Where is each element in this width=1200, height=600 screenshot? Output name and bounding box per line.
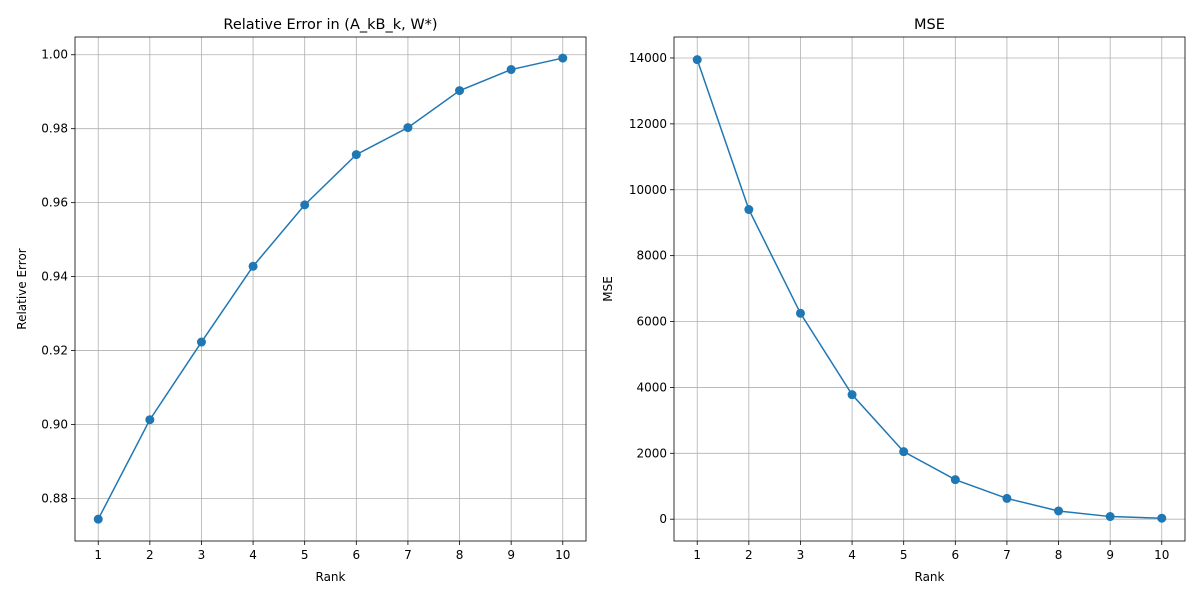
- x-tick-label: 1: [693, 548, 701, 562]
- x-tick-label: 6: [951, 548, 959, 562]
- x-tick-label: 9: [507, 548, 515, 562]
- data-point: [506, 65, 516, 75]
- data-point: [558, 53, 568, 63]
- y-tick-label: 0.92: [41, 344, 68, 358]
- ticks: 1 2 3 4 5 6 7 8 9 10 0.88 0.90 0.92 0.94 0.96 0.98 1.00: [41, 48, 570, 562]
- ticks: 1 2 3 4 5 6 7 8 9 10 0 2000 4000 6000 8000 10000 12000 14…: [629, 51, 1170, 562]
- x-tick-label: 2: [146, 548, 154, 562]
- data-point: [248, 261, 258, 271]
- grid: [674, 37, 1185, 541]
- data-point: [1157, 513, 1167, 523]
- y-tick-label: 0.98: [41, 122, 68, 136]
- x-tick-label: 5: [900, 548, 908, 562]
- y-tick-label: 2000: [636, 446, 667, 460]
- x-tick-label: 3: [198, 548, 206, 562]
- data-point: [1105, 512, 1115, 522]
- x-tick-label: 4: [848, 548, 856, 562]
- data-point: [300, 200, 310, 210]
- x-tick-label: 1: [94, 548, 102, 562]
- x-axis-label: Rank: [316, 570, 346, 584]
- data-point: [795, 308, 805, 318]
- x-tick-label: 10: [555, 548, 570, 562]
- y-tick-label: 0.90: [41, 418, 68, 432]
- y-tick-label: 8000: [636, 249, 667, 263]
- data-point: [455, 86, 465, 96]
- x-tick-label: 6: [352, 548, 360, 562]
- data-point: [847, 390, 857, 400]
- plot-frame: [673, 36, 1186, 542]
- data-point: [1054, 506, 1064, 516]
- x-tick-label: 8: [456, 548, 464, 562]
- y-axis-label: Relative Error: [15, 248, 29, 330]
- series-line: [97, 57, 563, 520]
- data-point: [145, 415, 155, 425]
- data-point: [950, 475, 960, 485]
- x-tick-label: 8: [1055, 548, 1063, 562]
- y-tick-label: 0.88: [41, 491, 68, 505]
- y-tick-label: 12000: [629, 117, 667, 131]
- series: [692, 55, 1167, 523]
- plot-frame: [74, 36, 587, 542]
- y-tick-label: 0: [659, 512, 667, 526]
- data-point: [899, 447, 909, 457]
- x-tick-label: 3: [797, 548, 805, 562]
- data-point: [93, 514, 103, 524]
- x-tick-label: 7: [1003, 548, 1011, 562]
- y-tick-label: 14000: [629, 51, 667, 65]
- chart-relative-error: 1 2 3 4 5 6 7 8 9 100.880.900.920.940.960.981.00 …: [15, 17, 587, 584]
- data-point: [1002, 493, 1012, 503]
- y-tick-label: 0.96: [41, 196, 68, 210]
- x-tick-label: 4: [249, 548, 257, 562]
- y-tick-label: 10000: [629, 183, 667, 197]
- x-tick-label: 2: [745, 548, 753, 562]
- chart-title: Relative Error in (A_kB_k, W*): [223, 17, 437, 33]
- y-tick-label: 4000: [636, 380, 667, 394]
- y-tick-label: 0.94: [41, 270, 68, 284]
- chart-mse: 1 2 3 4 5 6 7 8 9 10 0 2000 4000 6000 8000 10000 12000 14…: [601, 17, 1186, 584]
- y-tick-label: 6000: [636, 315, 667, 329]
- y-tick-label: 1.00: [41, 48, 68, 62]
- data-point: [692, 55, 702, 65]
- grid: [75, 37, 586, 541]
- x-tick-label: 5: [301, 548, 309, 562]
- data-point: [403, 123, 413, 133]
- series: [93, 53, 568, 524]
- x-axis-label: Rank: [915, 570, 945, 584]
- data-point: [351, 150, 361, 160]
- x-tick-label: 9: [1106, 548, 1114, 562]
- x-tick-label: 7: [404, 548, 412, 562]
- series-line: [696, 59, 1162, 519]
- data-point: [744, 205, 754, 215]
- x-tick-label: 10: [1154, 548, 1169, 562]
- y-axis-label: MSE: [601, 276, 615, 302]
- chart-title: MSE: [914, 17, 945, 33]
- data-point: [196, 337, 206, 347]
